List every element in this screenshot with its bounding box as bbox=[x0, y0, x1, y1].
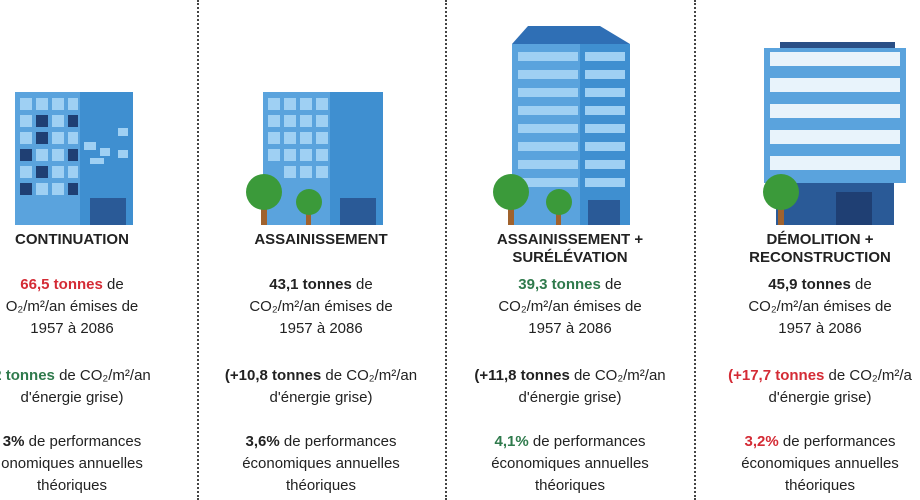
separator bbox=[445, 0, 447, 500]
perf-line: économiques annuelles bbox=[491, 455, 649, 472]
perf-line: théoriques bbox=[285, 477, 357, 494]
grey-text: de CO₂/m²/a bbox=[824, 367, 912, 384]
separator bbox=[694, 0, 696, 500]
grey-value: 2 tonnes bbox=[0, 367, 55, 384]
emission-value: 66,5 tonnes bbox=[20, 276, 103, 293]
grey-value: (+17,7 tonnes bbox=[728, 367, 825, 384]
scenario-title: CONTINUATION bbox=[15, 231, 129, 248]
grey-text: de CO₂/m²/an bbox=[569, 367, 666, 384]
perf-value: 3% bbox=[2, 433, 25, 450]
building-reconstruction bbox=[763, 42, 906, 225]
grey-line: (+10,8 tonnes de CO₂/m²/an bbox=[196, 365, 446, 387]
separator bbox=[197, 0, 199, 500]
scenario-column: CONTINUATION 66,5 tonnes de O₂/m²/an émise… bbox=[0, 0, 197, 500]
emission-value: 39,3 tonnes bbox=[518, 276, 601, 293]
perf-line: 3,2% de performances bbox=[695, 431, 920, 453]
emission-line: 1957 à 2086 bbox=[778, 320, 862, 337]
grey-line: (+17,7 tonnes de CO₂/m²/a bbox=[695, 365, 920, 387]
building-surelevation bbox=[493, 26, 630, 225]
emission-line: 39,3 tonnes de bbox=[445, 274, 695, 296]
scenario-title: ASSAINISSEMENT bbox=[254, 231, 388, 248]
emission-line: 1957 à 2086 bbox=[30, 320, 114, 337]
illustrations bbox=[15, 26, 906, 225]
perf-line: économiques annuelles bbox=[242, 455, 400, 472]
grey-line: 2 tonnes de CO₂/m²/an bbox=[0, 365, 197, 387]
perf-line: 3,6% de performances bbox=[196, 431, 446, 453]
grey-line: d'énergie grise) bbox=[20, 389, 124, 406]
grey-value: (+11,8 tonnes bbox=[474, 367, 570, 384]
perf-value: 4,1% bbox=[494, 433, 529, 450]
perf-text: de performances bbox=[24, 433, 142, 450]
perf-text: de performances bbox=[279, 433, 397, 450]
scenario-column: ASSAINISSEMENT + SURÉLÉVATION 39,3 tonnes … bbox=[445, 0, 695, 500]
scenario-title: ASSAINISSEMENT + bbox=[496, 231, 644, 248]
perf-line: 3% de performances bbox=[0, 431, 197, 453]
emission-text: de bbox=[850, 276, 872, 293]
grey-line: d'énergie grise) bbox=[269, 389, 373, 406]
emission-value: 43,1 tonnes bbox=[269, 276, 352, 293]
emission-line: 66,5 tonnes de bbox=[0, 274, 197, 296]
scenario-column: DÉMOLITION + RECONSTRUCTION 45,9 tonnes de… bbox=[695, 0, 920, 500]
emission-line: CO₂/m²/an émises de bbox=[498, 298, 642, 315]
emission-text: de bbox=[102, 276, 124, 293]
building-assainissement bbox=[246, 92, 383, 225]
grey-text: de CO₂/m²/an bbox=[321, 367, 418, 384]
perf-text: de performances bbox=[528, 433, 646, 450]
emission-line: 1957 à 2086 bbox=[528, 320, 612, 337]
emission-value: 45,9 tonnes bbox=[768, 276, 851, 293]
scenario-title: DÉMOLITION + bbox=[766, 231, 874, 248]
grey-line: d'énergie grise) bbox=[768, 389, 872, 406]
grey-line: d'énergie grise) bbox=[518, 389, 622, 406]
emission-text: de bbox=[351, 276, 373, 293]
perf-text: de performances bbox=[778, 433, 896, 450]
perf-value: 3,2% bbox=[744, 433, 779, 450]
building-continuation bbox=[15, 92, 133, 225]
emission-line: CO₂/m²/an émises de bbox=[748, 298, 892, 315]
scenario-column: ASSAINISSEMENT 43,1 tonnes de CO₂/m²/an ém… bbox=[196, 0, 446, 500]
perf-line: économiques annuelles bbox=[741, 455, 899, 472]
scenario-title: SURÉLÉVATION bbox=[512, 249, 628, 266]
emission-text: de bbox=[600, 276, 622, 293]
perf-line: 4,1% de performances bbox=[445, 431, 695, 453]
grey-text: de CO₂/m²/an bbox=[54, 367, 151, 384]
grey-line: (+11,8 tonnes de CO₂/m²/an bbox=[445, 365, 695, 387]
perf-value: 3,6% bbox=[245, 433, 280, 450]
emission-line: 43,1 tonnes de bbox=[196, 274, 446, 296]
grey-value: (+10,8 tonnes bbox=[224, 367, 322, 384]
perf-line: onomiques annuelles bbox=[1, 455, 143, 472]
emission-line: 1957 à 2086 bbox=[279, 320, 363, 337]
perf-line: théoriques bbox=[534, 477, 606, 494]
perf-line: théoriques bbox=[36, 477, 108, 494]
scenario-title: RECONSTRUCTION bbox=[749, 249, 891, 266]
emission-line: CO₂/m²/an émises de bbox=[249, 298, 393, 315]
emission-line: 45,9 tonnes de bbox=[695, 274, 920, 296]
perf-line: théoriques bbox=[784, 477, 856, 494]
emission-line: O₂/m²/an émises de bbox=[5, 298, 139, 315]
